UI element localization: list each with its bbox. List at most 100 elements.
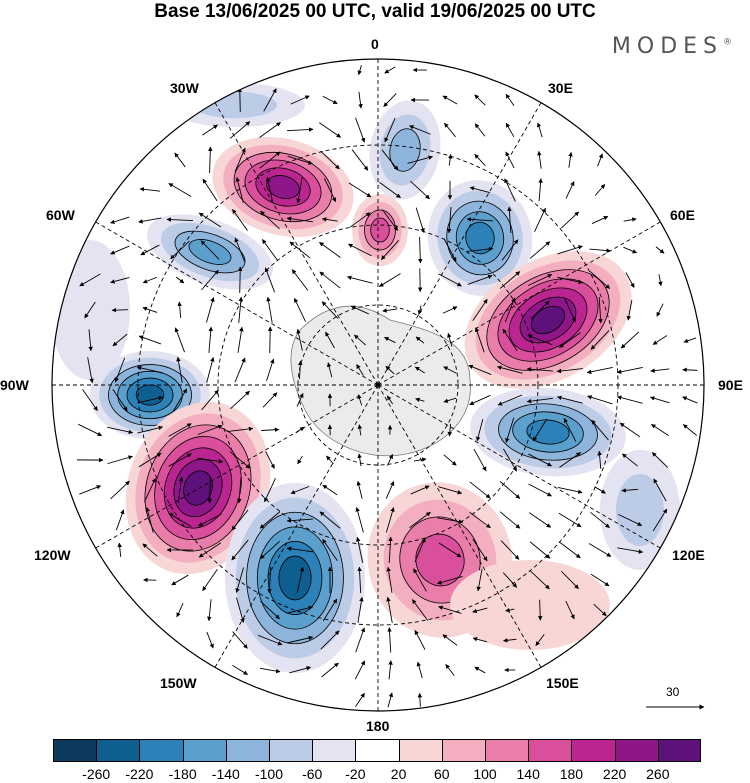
meridian-line xyxy=(377,98,544,386)
wind-arrow xyxy=(321,662,339,678)
colorbar-tick-label: -60 xyxy=(302,766,323,782)
wind-arrow xyxy=(265,176,274,203)
anomaly-contour xyxy=(135,384,165,406)
wind-arrow xyxy=(175,276,185,284)
wind-arrow xyxy=(207,599,212,622)
wind-arrow xyxy=(381,209,399,231)
wind-arrow xyxy=(325,331,335,349)
negative-anomaly xyxy=(600,450,680,570)
wind-arrow xyxy=(387,454,393,466)
wind-arrow xyxy=(529,541,551,559)
wind-arrow xyxy=(112,333,128,347)
wind-arrow xyxy=(469,186,491,193)
wind-arrow xyxy=(388,536,393,564)
anomaly-contour xyxy=(415,533,465,587)
wind-arrow xyxy=(468,364,492,375)
wind-arrow xyxy=(380,240,400,260)
colorbar-swatch xyxy=(269,739,313,762)
wind-arrow xyxy=(259,667,281,674)
wind-arrow xyxy=(529,512,552,528)
reference-vector: 30 xyxy=(646,685,706,725)
wind-arrow xyxy=(590,573,610,587)
wind-arrow xyxy=(286,216,313,223)
wind-arrow xyxy=(530,570,550,590)
wind-arrow xyxy=(355,507,364,533)
wind-arrow xyxy=(626,299,633,321)
wind-arrow xyxy=(136,365,163,374)
wind-arrow xyxy=(532,418,548,442)
wind-arrow xyxy=(587,395,613,405)
wind-arrow xyxy=(88,329,93,352)
colorbar-swatch xyxy=(96,739,140,762)
colorbar-tick-label: -20 xyxy=(345,766,366,782)
label-30e: 30E xyxy=(548,80,573,96)
wind-arrow xyxy=(177,301,182,319)
wind-arrow xyxy=(265,451,275,469)
wind-arrow xyxy=(447,153,453,166)
wind-arrow xyxy=(537,599,543,621)
wind-arrow xyxy=(565,181,575,199)
wind-arrow xyxy=(231,539,249,561)
wind-arrow xyxy=(319,242,341,258)
wind-arrow xyxy=(287,635,314,644)
wind-arrow xyxy=(534,207,546,232)
wind-arrow xyxy=(357,394,363,406)
wind-arrow xyxy=(469,394,491,406)
wind-arrow xyxy=(168,512,192,528)
meridian-line xyxy=(91,219,379,386)
wind-arrow xyxy=(443,397,457,403)
wind-arrow xyxy=(206,356,215,383)
wind-arrow xyxy=(232,209,248,231)
colorbar-tick-label: -140 xyxy=(211,766,240,782)
wind-arrow xyxy=(409,511,431,529)
colorbar-tick-label: 220 xyxy=(602,766,627,782)
colorbar-tick-label: -100 xyxy=(254,766,284,782)
wind-arrow xyxy=(386,566,393,593)
label-120w: 120W xyxy=(34,547,71,563)
wind-arrow xyxy=(408,125,431,135)
wind-arrow xyxy=(526,367,553,372)
wind-arrow xyxy=(237,326,244,353)
wind-arrow xyxy=(321,301,339,319)
wind-arrow xyxy=(232,631,248,649)
wind-arrow xyxy=(589,271,611,289)
wind-arrow xyxy=(260,210,280,230)
wind-arrow xyxy=(198,542,222,558)
wind-arrow xyxy=(319,511,341,529)
wind-arrow xyxy=(499,271,521,289)
wind-arrow xyxy=(437,517,464,524)
colorbar-tick-label: 20 xyxy=(390,766,407,782)
colorbar-swatch xyxy=(225,739,270,762)
wind-arrow xyxy=(326,362,333,378)
label-180: 180 xyxy=(366,718,390,734)
label-90w: 90W xyxy=(0,377,29,393)
wind-arrow xyxy=(438,605,462,614)
wind-arrow xyxy=(467,246,494,252)
reference-arrow xyxy=(646,704,705,710)
meridian-line xyxy=(212,98,379,386)
wind-arrow xyxy=(379,273,401,287)
wind-arrow xyxy=(202,569,218,592)
wind-arrow xyxy=(623,217,637,222)
wind-arrow xyxy=(355,536,364,563)
wind-arrow xyxy=(591,215,609,225)
wind-arrow xyxy=(472,607,488,614)
wind-arrow xyxy=(235,567,244,593)
wind-arrow xyxy=(625,272,635,288)
label-150e: 150E xyxy=(546,675,579,691)
wind-arrow xyxy=(472,637,488,643)
wind-arrow xyxy=(197,457,224,464)
brand-registered-mark: ® xyxy=(723,37,732,48)
meridian-line xyxy=(212,384,379,672)
positive-anomaly xyxy=(352,194,408,266)
brand-logo: MODES® xyxy=(612,34,732,59)
wind-arrow xyxy=(414,629,426,650)
meridian-line xyxy=(377,219,665,386)
wind-arrow xyxy=(417,305,423,315)
wind-arrow xyxy=(322,598,338,622)
wind-arrow xyxy=(445,664,455,676)
meridian-line xyxy=(91,384,379,551)
wind-arrow xyxy=(322,484,338,496)
wind-arrow xyxy=(438,273,462,287)
wind-arrow xyxy=(87,357,94,384)
